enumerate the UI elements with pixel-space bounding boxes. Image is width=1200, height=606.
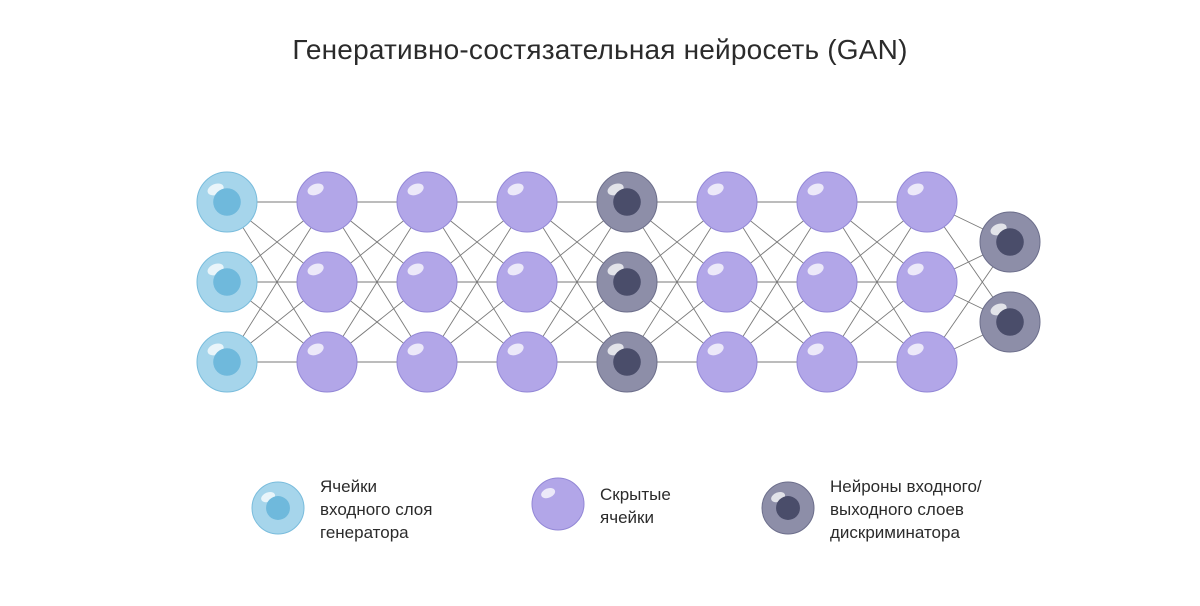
node-hidden	[797, 332, 857, 392]
node-hidden	[797, 172, 857, 232]
node-hidden	[697, 172, 757, 232]
hidden-swatch-icon	[530, 476, 586, 537]
node-hidden	[297, 252, 357, 312]
legend-item-disc: Нейроны входного/ выходного слоев дискри…	[760, 476, 1080, 545]
legend-item-hidden: Скрытые ячейки	[530, 476, 730, 537]
node-disc	[597, 172, 657, 232]
node-hidden	[897, 332, 957, 392]
node-disc	[980, 292, 1040, 352]
node-hidden	[397, 332, 457, 392]
node-hidden	[697, 252, 757, 312]
node-hidden	[897, 252, 957, 312]
legend-label: Скрытые ячейки	[600, 484, 671, 530]
node-input	[197, 172, 257, 232]
legend-item-input: Ячейки входного слоя генератора	[250, 476, 510, 545]
node-hidden	[397, 172, 457, 232]
node-hidden	[297, 172, 357, 232]
node-hidden	[797, 252, 857, 312]
node-disc	[597, 252, 657, 312]
node-hidden	[897, 172, 957, 232]
disc-swatch-icon	[760, 480, 816, 541]
node-disc	[980, 212, 1040, 272]
node-hidden	[497, 332, 557, 392]
node-hidden	[497, 252, 557, 312]
input-swatch-icon	[250, 480, 306, 541]
node-disc	[597, 332, 657, 392]
nodes-group	[197, 172, 1040, 392]
legend-label: Нейроны входного/ выходного слоев дискри…	[830, 476, 982, 545]
node-input	[197, 332, 257, 392]
node-hidden	[697, 332, 757, 392]
node-input	[197, 252, 257, 312]
node-hidden	[397, 252, 457, 312]
node-hidden	[497, 172, 557, 232]
node-hidden	[297, 332, 357, 392]
diagram-canvas: Генеративно-состязательная нейросеть (GA…	[0, 0, 1200, 606]
legend-label: Ячейки входного слоя генератора	[320, 476, 432, 545]
